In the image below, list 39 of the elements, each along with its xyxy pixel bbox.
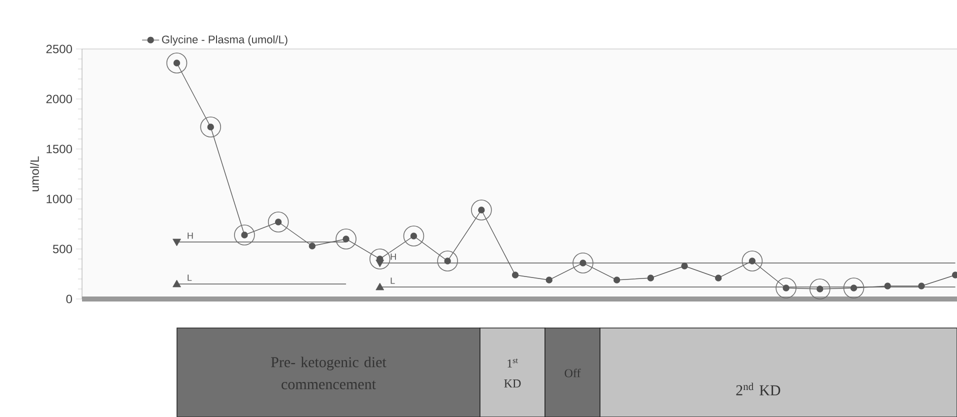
point [268, 212, 289, 232]
text: Off [564, 368, 581, 378]
point [810, 278, 830, 300]
point [369, 248, 390, 270]
point [843, 278, 864, 298]
text: 2$^{nd}$ KD [736, 382, 780, 396]
y-axis-title: umol/L [30, 156, 39, 192]
point [715, 274, 722, 282]
point [336, 228, 356, 250]
point [613, 276, 620, 284]
y-tick-label: 1000 [46, 194, 72, 204]
point [681, 262, 688, 270]
point [234, 224, 255, 246]
y-tick-label: 2500 [46, 44, 72, 54]
y-tick-label: 0 [66, 294, 72, 304]
point [512, 272, 519, 278]
point [776, 278, 796, 298]
y-tick-label: 2000 [46, 94, 72, 104]
series-label: H [188, 232, 193, 239]
text: Pre- ketogenic diet commencement [271, 356, 386, 390]
legend-label: Glycine - Plasma (umol/L) [162, 35, 288, 46]
point [437, 250, 458, 272]
point [572, 252, 594, 274]
series-label: L [188, 274, 192, 281]
series-label: L [390, 278, 395, 284]
text: 1$^{st}$ KD [504, 358, 521, 388]
point [647, 274, 654, 282]
series-label: H [390, 254, 396, 260]
y-tick-label: 1500 [46, 144, 72, 154]
point [166, 52, 188, 74]
point [200, 116, 222, 138]
y-tick-label: 500 [52, 244, 72, 254]
point [308, 242, 316, 250]
point [884, 282, 891, 290]
point [918, 282, 925, 290]
point [546, 276, 552, 284]
point [471, 200, 492, 220]
point [403, 226, 424, 246]
point [742, 250, 763, 272]
